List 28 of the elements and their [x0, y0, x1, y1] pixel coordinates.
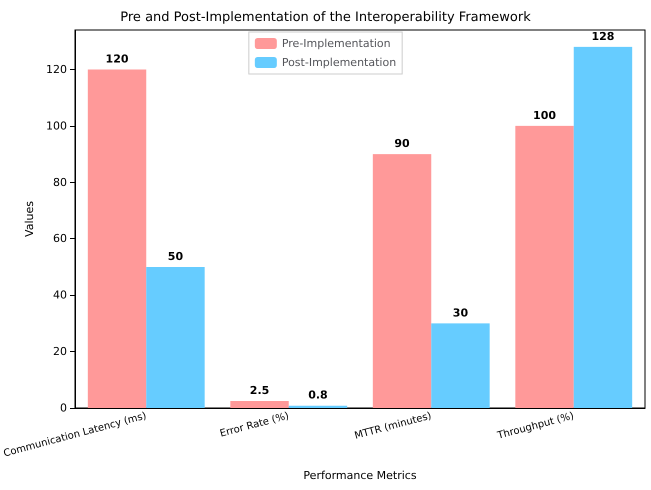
bar: [515, 126, 574, 408]
data-label: 0.8: [308, 388, 328, 402]
data-label: 2.5: [250, 384, 270, 397]
x-tick-label: Error Rate (%): [218, 410, 290, 440]
bar: [88, 69, 146, 408]
bar: [230, 400, 289, 408]
y-tick-label: 60: [53, 232, 67, 246]
x-axis-title: Performance Metrics: [303, 469, 417, 482]
legend-label: Pre-Implementation: [282, 37, 391, 50]
data-label: 90: [394, 137, 410, 150]
chart-title: Pre and Post-Implementation of the Interoperability Framework: [120, 10, 532, 25]
y-tick-label: 120: [46, 62, 67, 76]
y-tick-label: 20: [53, 345, 67, 358]
y-axis-title: Values: [23, 200, 36, 237]
y-tick-label: 80: [53, 176, 67, 189]
data-label: 100: [533, 108, 556, 122]
bar: [372, 154, 432, 408]
data-label: 30: [452, 306, 468, 320]
y-tick-label: 100: [46, 119, 67, 132]
y-tick-label: 0: [60, 402, 67, 414]
data-label: 50: [168, 250, 184, 263]
y-tick-label: 40: [53, 288, 67, 302]
legend-label: Post-Implementation: [282, 56, 396, 69]
bar: [574, 46, 632, 408]
bar: [146, 266, 205, 408]
data-label: 120: [106, 52, 129, 66]
bar: [431, 323, 490, 408]
data-label: 128: [591, 30, 614, 43]
